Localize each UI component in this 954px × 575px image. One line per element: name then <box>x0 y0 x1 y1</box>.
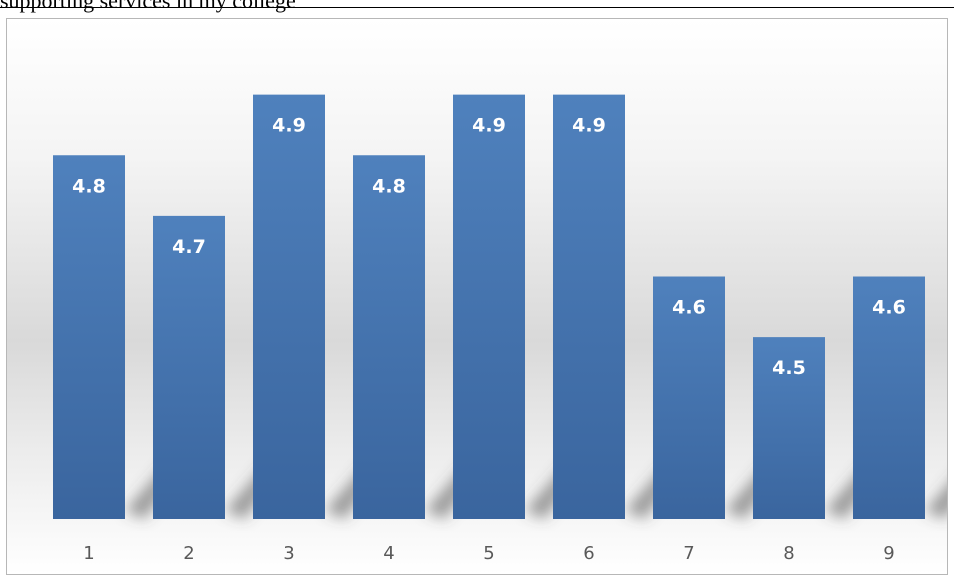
x-tick-label-7: 7 <box>683 543 694 564</box>
bar-5 <box>453 94 525 519</box>
data-label-1: 4.8 <box>72 175 106 197</box>
x-tick-label-3: 3 <box>283 543 294 564</box>
bar-8 <box>753 337 825 519</box>
data-label-7: 4.6 <box>672 297 706 319</box>
x-tick-label-8: 8 <box>783 543 794 564</box>
x-tick-labels-group: 1 2 3 4 5 6 7 8 9 <box>83 543 894 564</box>
data-label-6: 4.9 <box>572 115 606 137</box>
bar-7 <box>653 276 725 519</box>
bars-group <box>53 94 925 519</box>
bar-3 <box>253 94 325 519</box>
bar-1 <box>53 155 125 519</box>
x-tick-label-4: 4 <box>383 543 394 564</box>
bar-9 <box>853 276 925 519</box>
header-text: supporting services in my college <box>0 0 296 13</box>
bar-4 <box>353 155 425 519</box>
x-tick-label-2: 2 <box>183 543 194 564</box>
data-label-2: 4.7 <box>172 236 206 258</box>
data-label-9: 4.6 <box>872 297 906 319</box>
chart-area: 4.8 4.7 4.9 4.8 4.9 4.9 4.6 4.5 4.6 1 2 3 4 5 6 7 8 9 <box>6 18 948 575</box>
bar-6 <box>553 94 625 519</box>
x-tick-label-9: 9 <box>883 543 894 564</box>
header-rule <box>0 7 954 8</box>
bar-chart: 4.8 4.7 4.9 4.8 4.9 4.9 4.6 4.5 4.6 1 2 3 4 5 6 7 8 9 <box>53 94 947 564</box>
data-label-8: 4.5 <box>772 357 806 379</box>
data-labels-group: 4.8 4.7 4.9 4.8 4.9 4.9 4.6 4.5 4.6 <box>72 115 906 380</box>
x-tick-label-6: 6 <box>583 543 594 564</box>
x-tick-label-1: 1 <box>83 543 94 564</box>
bar-2 <box>153 215 225 519</box>
data-label-4: 4.8 <box>372 175 406 197</box>
data-label-3: 4.9 <box>272 115 306 137</box>
bar-shadow <box>925 486 947 519</box>
x-tick-label-5: 5 <box>483 543 494 564</box>
data-label-5: 4.9 <box>472 115 506 137</box>
